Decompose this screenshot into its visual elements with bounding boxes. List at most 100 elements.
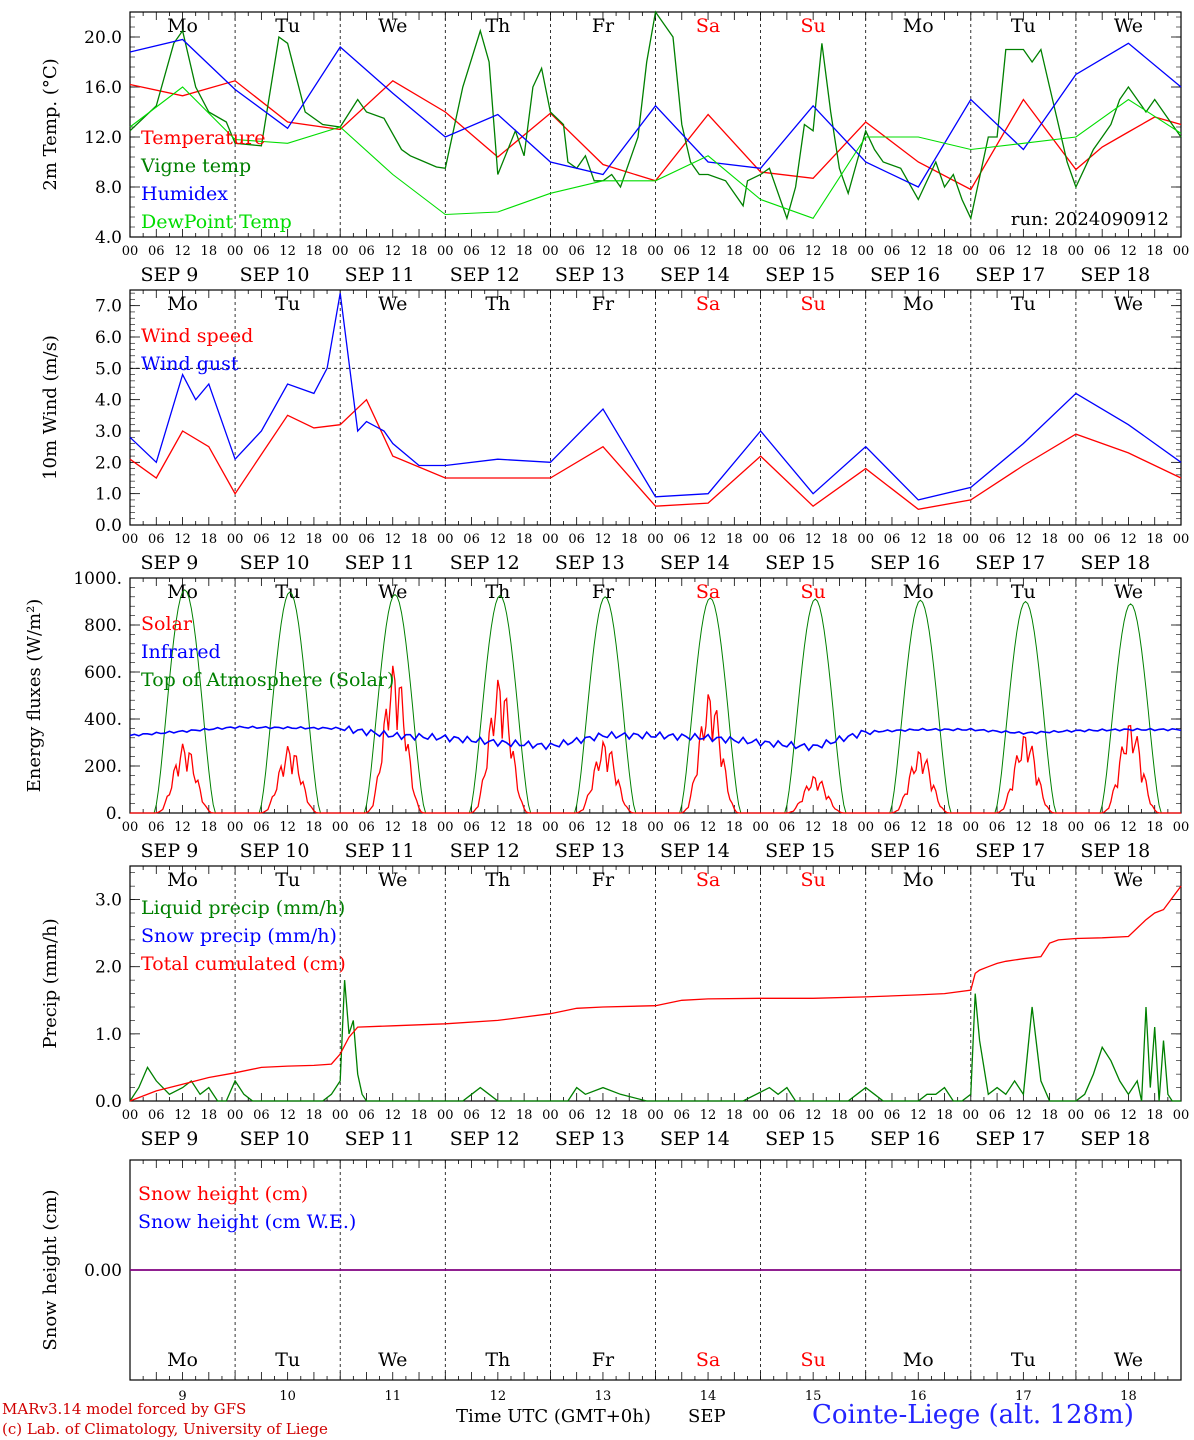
panel-2-date-label: SEP 13 [555,840,625,862]
panel-2-legend-0: Solar [141,613,193,635]
panel-1-date-label: SEP 13 [555,552,625,574]
panel-2-hour-label: 18 [516,820,533,835]
panel-0-date-label: SEP 13 [555,264,625,286]
panel-4-date-number: 15 [805,1389,822,1404]
panel-2-hour-label: 12 [1015,820,1032,835]
panel-1-date-label: SEP 14 [660,552,730,574]
panel-0-legend-0: Temperature [141,127,265,149]
panel-1-hour-label: 00 [1173,532,1190,547]
panel-3-hour-label: 12 [595,1108,612,1123]
panel-0-day-name: Tu [1011,15,1036,37]
panel-3-date-label: SEP 10 [240,1128,310,1150]
panel-3-hour-label: 06 [463,1108,480,1123]
panel-3-day-name: Th [485,869,510,891]
panel-4-date-number: 14 [700,1389,717,1404]
panel-3-day-name: Su [801,869,826,891]
panel-3-hour-label: 06 [148,1108,165,1123]
panel-3-date-label: SEP 17 [975,1128,1045,1150]
panel-0-date-label: SEP 15 [765,264,835,286]
panel-4-day-name: We [378,1349,407,1371]
panel-0-hour-label: 12 [595,244,612,259]
panel-2-hour-label: 18 [621,820,638,835]
panel-0-hour-label: 18 [411,244,428,259]
panel-4-date-number: 12 [490,1389,507,1404]
panel-2-hour-label: 06 [148,820,165,835]
station-name: Cointe-Liege (alt. 128m) [812,1400,1134,1430]
panel-3-series-0 [129,980,1181,1102]
panel-1-hour-label: 06 [779,532,796,547]
panel-0-hour-label: 06 [884,244,901,259]
panel-2-date-label: SEP 16 [870,840,940,862]
panel-3-hour-label: 00 [857,1108,874,1123]
panel-3-hour-label: 12 [279,1108,296,1123]
panel-3-hour-label: 00 [963,1108,980,1123]
panel-1-hour-label: 06 [463,532,480,547]
panel-0-hour-label: 12 [490,244,507,259]
panel-3-hour-label: 06 [674,1108,691,1123]
panel-3-hour-label: 18 [621,1108,638,1123]
credit-line-2: (c) Lab. of Climatology, University of L… [2,1420,328,1438]
panel-2-hour-label: 12 [1120,820,1137,835]
panel-3-hour-label: 18 [1041,1108,1058,1123]
panel-2-ytick-label: 0. [106,804,122,824]
panel-2-ytick-label: 1000. [73,569,122,589]
panel-0-ytick-label: 20.0 [84,28,122,48]
panel-1-hour-label: 18 [516,532,533,547]
panel-0-day-name: Mo [167,15,198,37]
panel-2-hour-label: 06 [358,820,375,835]
panel-3-hour-label: 18 [411,1108,428,1123]
panel-4-date-number: 16 [910,1389,927,1404]
panel-0-hour-label: 12 [805,244,822,259]
panel-2-hour-label: 00 [963,820,980,835]
panel-3-hour-label: 12 [910,1108,927,1123]
panel-1-day-name: Fr [592,293,615,315]
panel-4-date-number: 13 [595,1389,612,1404]
panel-3-day-name: Sa [696,869,720,891]
panel-1-hour-label: 06 [253,532,270,547]
panel-3-ytick-label: 3.0 [95,891,122,911]
panel-1-date-label: SEP 10 [240,552,310,574]
panel-1-hour-label: 06 [989,532,1006,547]
panel-1-hour-label: 06 [568,532,585,547]
panel-1-hour-label: 12 [490,532,507,547]
panel-1-hour-label: 00 [227,532,244,547]
panel-1-series-0 [129,398,1182,510]
panel-2-ytick-label: 800. [84,616,122,636]
panel-0-ytick-label: 12.0 [84,128,122,148]
credit-line-1: MARv3.14 model forced by GFS [2,1400,247,1418]
panel-3-hour-label: 12 [384,1108,401,1123]
panel-4-day-name: Mo [903,1349,934,1371]
panel-0-hour-label: 06 [358,244,375,259]
panel-4-day-name: Fr [592,1349,615,1371]
panel-0-hour-label: 18 [726,244,743,259]
panel-0-day-name: We [1114,15,1143,37]
panel-3-hour-label: 12 [490,1108,507,1123]
panel-1-date-label: SEP 11 [345,552,415,574]
panel-3-hour-label: 00 [122,1108,139,1123]
panel-2-hour-label: 18 [726,820,743,835]
panel-0-hour-label: 18 [1041,244,1058,259]
panel-1-hour-label: 12 [384,532,401,547]
panel-0-hour-label: 12 [1015,244,1032,259]
panel-2-hour-label: 18 [201,820,218,835]
panel-2-day-name: Tu [1011,581,1036,603]
panel-1-hour-label: 00 [542,532,559,547]
panel-2-hour-label: 18 [936,820,953,835]
panel-0-series-3 [129,86,1182,219]
panel-1-day-name: Mo [903,293,934,315]
panel-3-date-label: SEP 11 [345,1128,415,1150]
panel-2-hour-label: 06 [253,820,270,835]
panel-1-date-label: SEP 16 [870,552,940,574]
panel-3-hour-label: 18 [831,1108,848,1123]
panel-0-hour-label: 12 [910,244,927,259]
panel-1-hour-label: 00 [332,532,349,547]
panel-0-date-label: SEP 9 [141,264,199,286]
panel-0-hour-label: 12 [700,244,717,259]
panel-3-series-2 [129,885,1182,1102]
panel-0-hour-label: 00 [857,244,874,259]
panel-2-date-label: SEP 11 [345,840,415,862]
panel-2-hour-label: 12 [700,820,717,835]
panel-0-hour-label: 18 [1146,244,1163,259]
panel-1-series-1 [129,292,1182,501]
